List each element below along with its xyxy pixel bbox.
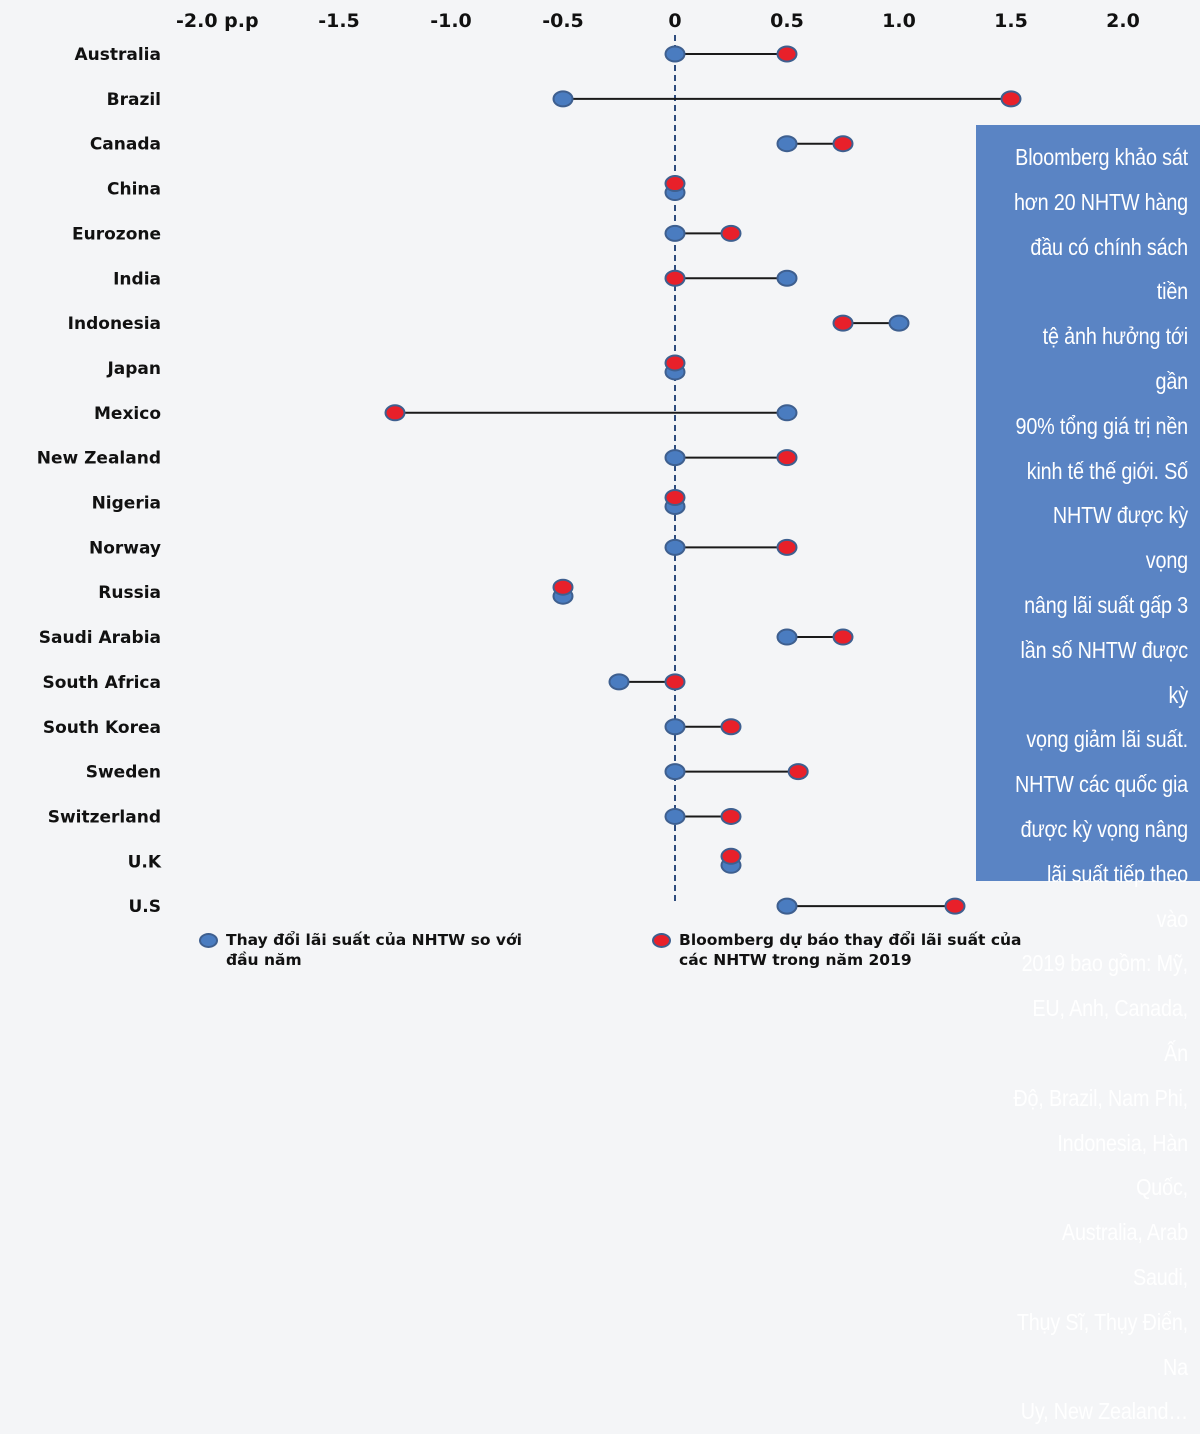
point-start-of-year [888, 314, 910, 332]
x-tick-label: 1.0 [882, 10, 916, 32]
x-tick-label: -1.5 [318, 10, 360, 32]
category-label: Indonesia [68, 314, 161, 334]
point-start-of-year [664, 718, 686, 736]
category-label: South Africa [43, 673, 162, 693]
annotation-line: tệ ảnh hưởng tới gần [1042, 323, 1188, 394]
category-label: Switzerland [48, 807, 161, 827]
x-axis-ticks: -2.0 p.p -1.5 -1.0 -0.5 0 0.5 1.0 1.5 2.0 [176, 10, 1140, 32]
legend-label-cont: đầu năm [226, 951, 302, 969]
point-bloomberg-forecast [832, 628, 854, 646]
legend-label-cont: các NHTW trong năm 2019 [679, 951, 912, 969]
x-tick-label: 2.0 [1106, 10, 1140, 32]
point-start-of-year [776, 135, 798, 153]
legend-red-dot-icon [652, 933, 671, 948]
point-start-of-year [776, 269, 798, 287]
point-start-of-year [664, 449, 686, 467]
point-start-of-year [776, 628, 798, 646]
point-bloomberg-forecast [720, 224, 742, 242]
category-label: Brazil [107, 90, 161, 110]
annotation-line: NHTW các quốc gia [1015, 771, 1188, 798]
annotation-line: đầu có chính sách tiền [1030, 233, 1188, 305]
category-label: Norway [89, 538, 161, 558]
category-label: China [107, 180, 161, 200]
annotation-line: được kỳ vọng nâng [1020, 815, 1189, 842]
annotation-line: Bloomberg khảo sát [1015, 144, 1188, 170]
annotation-text: Bloomberg khảo sát hơn 20 NHTW hàng đầu có… [1011, 135, 1188, 1434]
x-tick-label: -1.0 [430, 10, 472, 32]
point-bloomberg-forecast [664, 673, 686, 691]
point-start-of-year [664, 538, 686, 556]
annotation-line: Australia, Arab Saudi, [1061, 1219, 1188, 1290]
category-label: U.K [128, 852, 162, 872]
annotation-line: lần số NHTW được kỳ [1020, 636, 1189, 708]
point-bloomberg-forecast [944, 897, 966, 915]
x-tick-label: 0.5 [770, 10, 804, 32]
annotation-line: hơn 20 NHTW hàng [1013, 188, 1188, 215]
category-label: Japan [106, 359, 161, 379]
point-bloomberg-forecast [552, 578, 574, 596]
annotation-box: Bloomberg khảo sát hơn 20 NHTW hàng đầu có… [976, 125, 1200, 1424]
category-label: New Zealand [37, 449, 161, 469]
annotation-line: nâng lãi suất gấp 3 [1024, 591, 1188, 618]
category-label: India [113, 269, 161, 289]
category-label: Australia [75, 45, 162, 65]
category-label: Mexico [94, 404, 161, 424]
point-bloomberg-forecast [720, 718, 742, 736]
legend-blue-dot-icon [199, 933, 218, 948]
category-label: Sweden [86, 763, 161, 783]
category-label: Nigeria [92, 494, 161, 514]
legend-label: Thay đổi lãi suất của NHTW so với [226, 931, 522, 949]
annotation-line: 90% tổng giá trị nền [1015, 412, 1188, 439]
point-start-of-year [664, 763, 686, 781]
point-bloomberg-forecast [664, 354, 686, 372]
category-label: Canada [90, 135, 161, 155]
x-tick-label: 0 [668, 10, 681, 32]
connector-lines [395, 53, 1011, 908]
category-label: Eurozone [72, 224, 161, 244]
category-label: Russia [98, 583, 161, 603]
x-tick-label: 1.5 [994, 10, 1028, 32]
category-label: U.S [128, 897, 161, 917]
annotation-line: kinh tế thế giới. Số [1026, 457, 1188, 484]
point-bloomberg-forecast [720, 847, 742, 865]
annotation-line: lãi suất tiếp theo vào [1047, 860, 1188, 932]
point-start-of-year [552, 90, 574, 108]
annotation-line: Uy, New Zealand… [1020, 1398, 1188, 1425]
dumbbell-chart: -2.0 p.p -1.5 -1.0 -0.5 0 0.5 1.0 1.5 2.0 Austra… [37, 10, 1140, 917]
annotation-line: 2019 bao gồm: Mỹ, [1021, 950, 1189, 977]
x-tick-label: -2.0 p.p [176, 10, 259, 32]
point-bloomberg-forecast [384, 404, 406, 422]
point-bloomberg-forecast [776, 449, 798, 467]
point-bloomberg-forecast [664, 489, 686, 506]
point-start-of-year [664, 224, 686, 242]
point-bloomberg-forecast [664, 175, 686, 193]
x-tick-label: -0.5 [542, 10, 584, 32]
point-start-of-year [664, 807, 686, 825]
legend-item-start-of-year: Thay đổi lãi suất của NHTW so với đầu nă… [199, 930, 522, 970]
legend-label: Bloomberg dự báo thay đổi lãi suất của [679, 931, 1022, 949]
annotation-line: Thụy Sĩ, Thụy Điển, Na [1016, 1308, 1188, 1380]
annotation-line: vọng giảm lãi suất. [1026, 726, 1188, 753]
point-bloomberg-forecast [832, 314, 854, 332]
legend-item-bloomberg-forecast: Bloomberg dự báo thay đổi lãi suất của c… [652, 930, 1022, 970]
point-start-of-year [664, 45, 686, 63]
point-bloomberg-forecast [1000, 90, 1022, 108]
category-label: South Korea [43, 718, 161, 738]
annotation-line: Indonesia, Hàn Quốc, [1057, 1129, 1188, 1201]
point-bloomberg-forecast [720, 807, 742, 825]
category-labels: Australia Brazil Canada China Eurozone India I… [37, 45, 162, 917]
category-label: Saudi Arabia [39, 628, 161, 648]
point-bloomberg-forecast [664, 269, 686, 287]
point-bloomberg-forecast [787, 763, 809, 781]
annotation-line: Độ, Brazil, Nam Phi, [1013, 1084, 1188, 1111]
annotation-line: EU, Anh, Canada, Ấn [1032, 995, 1188, 1066]
annotation-line: NHTW được kỳ vọng [1052, 502, 1188, 574]
point-start-of-year [608, 673, 630, 691]
point-bloomberg-forecast [776, 45, 798, 63]
data-points [384, 45, 1022, 915]
point-start-of-year [776, 897, 798, 915]
point-bloomberg-forecast [832, 135, 854, 153]
point-start-of-year [776, 404, 798, 422]
point-bloomberg-forecast [776, 538, 798, 556]
